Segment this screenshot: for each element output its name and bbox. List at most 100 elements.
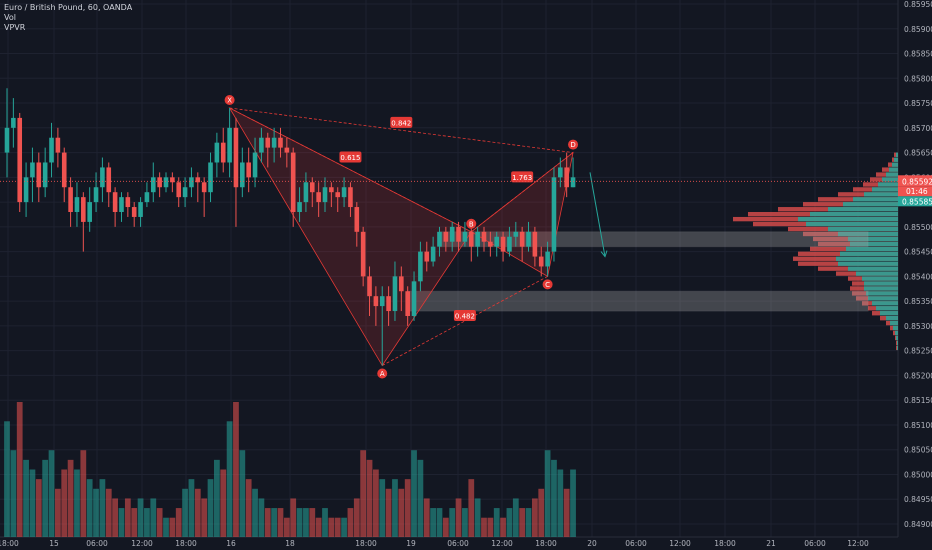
candle-body bbox=[373, 296, 379, 307]
candle-body bbox=[68, 187, 73, 212]
volume-bar bbox=[16, 402, 23, 537]
price-tick-label: 0.85400 bbox=[904, 272, 932, 281]
volume-bar bbox=[436, 508, 443, 537]
candle-body bbox=[360, 231, 366, 277]
pattern-ratio-tag bbox=[339, 151, 362, 163]
vpvr-bar-up bbox=[806, 221, 898, 227]
candle-body bbox=[11, 117, 16, 128]
vpvr-bar-up bbox=[840, 251, 898, 256]
candle-body bbox=[112, 192, 118, 212]
time-tick-label: 18:00 bbox=[0, 539, 19, 548]
time-tick-label: 12:00 bbox=[669, 539, 691, 548]
candle-body bbox=[354, 207, 360, 232]
vpvr-bar-up bbox=[866, 291, 898, 296]
volume-indicator-label[interactable]: Vol bbox=[4, 13, 16, 22]
pattern-ratio-label: 0.842 bbox=[391, 119, 411, 127]
time-tick-label: 06:00 bbox=[625, 539, 647, 548]
candle-body bbox=[106, 167, 112, 193]
volume-bar bbox=[442, 517, 449, 537]
candle-body bbox=[437, 231, 442, 247]
candle-body bbox=[144, 192, 150, 203]
volume-bar bbox=[118, 508, 125, 537]
candle-body bbox=[36, 162, 42, 188]
time-tick-label: 21 bbox=[766, 539, 776, 548]
candle-body bbox=[93, 187, 99, 203]
price-tick-label: 0.84950 bbox=[904, 495, 932, 504]
pattern-ratio-label: 1.763 bbox=[512, 174, 532, 182]
volume-bar bbox=[207, 479, 214, 537]
candle-body bbox=[507, 236, 512, 252]
volume-bar bbox=[112, 498, 118, 537]
price-tick-label: 0.85650 bbox=[904, 149, 932, 158]
last-price-label: 0.85592 bbox=[902, 177, 932, 186]
volume-bar bbox=[99, 479, 106, 537]
candle-body bbox=[23, 177, 29, 203]
volume-bar bbox=[493, 508, 500, 537]
candle-body bbox=[462, 231, 468, 242]
vpvr-bar-up bbox=[897, 340, 898, 346]
vpvr-bar-up bbox=[828, 226, 898, 232]
volume-bar bbox=[309, 508, 316, 537]
vpvr-bar-up bbox=[838, 261, 898, 266]
price-tick-label: 0.85000 bbox=[904, 470, 932, 479]
volume-bar bbox=[55, 488, 61, 537]
vpvr-indicator-label[interactable]: VPVR bbox=[4, 23, 26, 32]
candle-body bbox=[252, 152, 258, 178]
candle-body bbox=[367, 276, 372, 297]
volume-bar bbox=[245, 479, 252, 537]
candle-body bbox=[278, 137, 283, 148]
candle-body bbox=[61, 152, 67, 188]
candle-body bbox=[526, 231, 531, 247]
candle-body bbox=[392, 276, 398, 312]
candle-body bbox=[176, 182, 182, 198]
pattern-point-marker-x bbox=[224, 95, 235, 105]
volume-bar bbox=[124, 498, 131, 537]
price-tick-label: 0.85750 bbox=[904, 99, 932, 108]
candle-body bbox=[284, 147, 290, 153]
price-tick-label: 0.85150 bbox=[904, 396, 932, 405]
volume-bar bbox=[544, 450, 551, 537]
vpvr-bar-up bbox=[848, 236, 898, 242]
volume-bar bbox=[182, 488, 188, 537]
countdown-tag bbox=[898, 186, 932, 197]
volume-bar bbox=[353, 498, 360, 537]
time-tick-label: 19 bbox=[406, 539, 416, 548]
pattern-point-marker-a bbox=[377, 368, 388, 379]
volume-bar bbox=[271, 508, 277, 537]
candle-body bbox=[271, 137, 277, 148]
candle-body bbox=[538, 256, 544, 267]
volume-bar bbox=[277, 508, 284, 537]
candle-body bbox=[201, 182, 207, 193]
pattern-ratio-tag bbox=[453, 310, 476, 321]
vpvr-bar-up bbox=[897, 345, 898, 351]
vpvr-bar-up bbox=[810, 212, 898, 217]
pattern-point-marker-b bbox=[466, 218, 477, 229]
candle-body bbox=[233, 127, 239, 188]
volume-bar bbox=[290, 498, 297, 537]
volume-bar bbox=[423, 498, 430, 537]
candle-body bbox=[488, 241, 493, 247]
candle-body bbox=[570, 177, 576, 188]
price-tick-label: 0.84900 bbox=[904, 520, 932, 529]
candle-body bbox=[208, 162, 213, 193]
projection-arrow-head bbox=[600, 250, 608, 258]
price-tick-label: 0.85300 bbox=[904, 322, 932, 331]
volume-bar bbox=[220, 469, 227, 537]
time-tick-label: 12:00 bbox=[847, 539, 869, 548]
candle-body bbox=[564, 167, 569, 188]
vpvr-bar-up bbox=[886, 172, 898, 177]
volume-bar bbox=[570, 469, 576, 537]
candle-body bbox=[170, 177, 175, 183]
candle-body bbox=[131, 207, 137, 217]
candle-body bbox=[55, 137, 61, 153]
volume-bar bbox=[385, 488, 392, 537]
volume-bar bbox=[474, 498, 481, 537]
candle-body bbox=[513, 231, 519, 237]
volume-bar bbox=[61, 469, 68, 537]
last-price-tag bbox=[898, 175, 932, 187]
vpvr-bar-up bbox=[876, 306, 898, 311]
candle-body bbox=[329, 187, 334, 193]
volume-bar bbox=[315, 517, 322, 537]
